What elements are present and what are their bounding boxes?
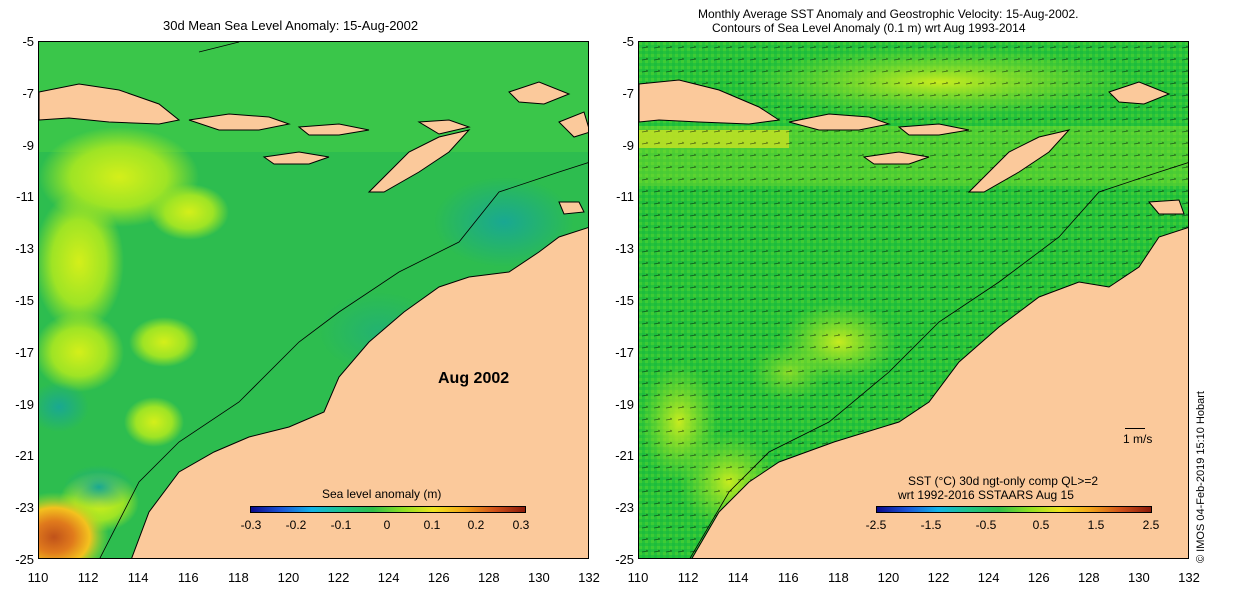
left-panel-title: 30d Mean Sea Level Anomaly: 15-Aug-2002	[163, 18, 419, 33]
lat-tick-label: -17	[15, 344, 34, 360]
left-colorbar-tick: -0.1	[330, 518, 352, 532]
lon-tick-label: 110	[627, 570, 649, 585]
lat-tick-label: -11	[16, 189, 34, 205]
vector-scale-arrow	[1125, 428, 1145, 429]
right-colorbar	[876, 506, 1152, 513]
lat-tick-label: -19	[15, 396, 34, 412]
lon-tick-label: 112	[677, 570, 699, 585]
lon-tick-label: 114	[727, 570, 749, 585]
lat-tick-label: -15	[15, 293, 34, 308]
right-panel-title-line2: Contours of Sea Level Anomaly (0.1 m) wr…	[712, 21, 1026, 35]
lat-tick-label: -7	[22, 85, 34, 101]
lat-tick-label: -13	[615, 241, 634, 257]
lat-tick-label: -15	[615, 293, 634, 308]
lon-tick-label: 130	[528, 570, 550, 585]
lon-tick-label: 114	[127, 570, 149, 585]
right-colorbar-title-line2: wrt 1992-2016 SSTAARS Aug 15	[898, 488, 1074, 502]
lon-tick-label: 126	[1027, 570, 1050, 585]
lon-tick-label: 128	[1077, 570, 1100, 585]
lat-tick-label: -7	[622, 85, 634, 101]
lat-tick-label: -5	[22, 34, 34, 49]
left-colorbar-title: Sea level anomaly (m)	[322, 487, 442, 501]
lon-tick-label: 116	[777, 570, 799, 585]
lon-tick-label: 124	[977, 570, 1000, 585]
lon-tick-label: 110	[27, 570, 49, 585]
right-colorbar-tick: -2.5	[865, 518, 887, 532]
lon-tick-label: 120	[877, 570, 900, 585]
lon-tick-label: 128	[477, 570, 500, 585]
left-colorbar-tick: -0.2	[285, 518, 307, 532]
lat-tick-label: -9	[622, 137, 634, 153]
lat-tick-label: -25	[15, 552, 34, 567]
left-colorbar-tick: 0	[383, 518, 391, 532]
right-colorbar-tick: 0.5	[1032, 518, 1050, 532]
lon-tick-label: 122	[927, 570, 950, 585]
left-map-date-label: Aug 2002	[438, 370, 510, 387]
lat-tick-label: -23	[615, 500, 634, 516]
lon-tick-label: 120	[277, 570, 300, 585]
lat-tick-label: -19	[615, 396, 634, 412]
lat-tick-label: -17	[615, 344, 634, 360]
lon-tick-label: 130	[1128, 570, 1150, 585]
lon-tick-label: 124	[377, 570, 400, 585]
left-colorbar-tick: 0.3	[512, 518, 530, 532]
lat-tick-label: -9	[22, 137, 34, 153]
right-colorbar-tick: 2.5	[1142, 518, 1160, 532]
lat-tick-label: -23	[15, 500, 34, 516]
lon-tick-label: 122	[327, 570, 350, 585]
right-colorbar-title-line1: SST (°C) 30d ngt-only comp QL>=2	[908, 474, 1099, 488]
right-colorbar-tick: -0.5	[975, 518, 997, 532]
left-colorbar-tick: 0.1	[423, 518, 441, 532]
lat-tick-label: -25	[615, 552, 634, 567]
vector-scale-label: 1 m/s	[1123, 432, 1153, 446]
left-map-sea-level-anomaly	[38, 41, 589, 559]
lat-tick-label: -5	[622, 34, 634, 49]
left-colorbar-tick: 0.2	[467, 518, 485, 532]
right-colorbar-tick: 1.5	[1087, 518, 1105, 532]
left-colorbar	[250, 506, 526, 513]
lon-tick-label: 118	[227, 570, 249, 585]
right-panel-title-line1: Monthly Average SST Anomaly and Geostrop…	[698, 7, 1079, 21]
lat-tick-label: -21	[615, 448, 634, 464]
credit-text: © IMOS 04-Feb-2019 15:10 Hobart	[1195, 391, 1207, 563]
left-colorbar-tick: -0.3	[240, 518, 262, 532]
right-map-sst-anomaly	[638, 41, 1189, 559]
lon-tick-label: 116	[177, 570, 199, 585]
lon-tick-label: 132	[578, 570, 600, 585]
lon-tick-label: 112	[77, 570, 99, 585]
lon-tick-label: 118	[827, 570, 849, 585]
lat-tick-label: -13	[15, 241, 34, 257]
lat-tick-label: -21	[15, 448, 34, 464]
right-colorbar-tick: -1.5	[920, 518, 942, 532]
lon-tick-label: 126	[427, 570, 450, 585]
lon-tick-label: 132	[1178, 570, 1200, 585]
lat-tick-label: -11	[616, 189, 634, 205]
